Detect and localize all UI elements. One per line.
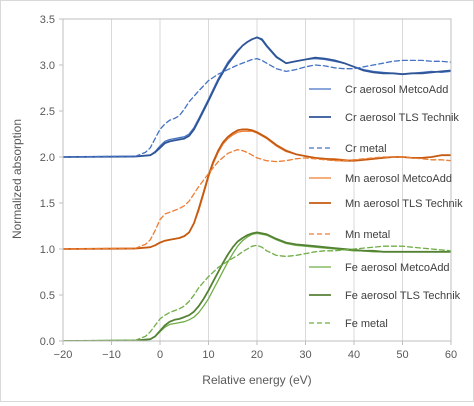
x-tick-label: 0 — [157, 349, 163, 361]
x-tick-label: 50 — [396, 349, 408, 361]
legend-label-fe-metal: Fe metal — [345, 318, 388, 330]
legend-label-mn-metal: Mn metal — [345, 229, 390, 241]
x-axis-title: Relative energy (eV) — [202, 373, 311, 387]
legend-label-mn-aerosol-metcoadd: Mn aerosol MetcoAdd — [345, 173, 452, 185]
legend-label-cr-aerosol-tls-technik: Cr aerosol TLS Technik — [345, 112, 459, 124]
y-tick-label: 3.5 — [40, 14, 55, 26]
series-line-cr-aerosol-tls-technik — [63, 36, 451, 158]
series-line-fe-aerosol-tls-technik — [63, 231, 451, 341]
series-line-mn-metal — [63, 148, 451, 250]
legend-label-fe-aerosol-tls-technik: Fe aerosol TLS Technik — [345, 290, 461, 302]
x-tick-label: 10 — [202, 349, 214, 361]
y-tick-label: 2.5 — [40, 106, 55, 118]
x-tick-label: −20 — [54, 349, 73, 361]
y-tick-label: 1.0 — [40, 244, 55, 256]
legend-label-fe-aerosol-metcoadd: Fe aerosol MetcoAdd — [345, 262, 450, 274]
axis-layer: −20 −10 0 10 20 30 40 50 60 0.0 0.5 1.0 1.5 2.0 2.5 3.0… — [40, 14, 457, 361]
y-tick-label: 2.0 — [40, 152, 55, 164]
series-layer — [63, 36, 451, 341]
x-tick-label: −10 — [102, 349, 121, 361]
y-tick-label: 1.5 — [40, 198, 55, 210]
legend: Cr aerosol MetcoAdd Cr aerosol TLS Techni… — [309, 84, 463, 330]
legend-label-mn-aerosol-tls-technik: Mn aerosol TLS Technik — [345, 198, 463, 210]
x-tick-label: 40 — [348, 349, 360, 361]
series-line-cr-metal — [63, 57, 451, 158]
y-tick-label: 3.0 — [40, 60, 55, 72]
x-tick-label: 30 — [299, 349, 311, 361]
x-tick-label: 20 — [251, 349, 263, 361]
legend-label-cr-aerosol-metcoadd: Cr aerosol MetcoAdd — [345, 84, 448, 96]
series-line-mn-aerosol-tls-technik — [63, 128, 451, 250]
y-tick-label: 0.0 — [40, 336, 55, 348]
series-line-fe-metal — [63, 244, 451, 341]
y-axis-title: Normalized absorption — [10, 119, 24, 239]
x-tick-label: 60 — [445, 349, 457, 361]
legend-label-cr-metal: Cr metal — [345, 143, 387, 155]
y-tick-label: 0.5 — [40, 290, 55, 302]
